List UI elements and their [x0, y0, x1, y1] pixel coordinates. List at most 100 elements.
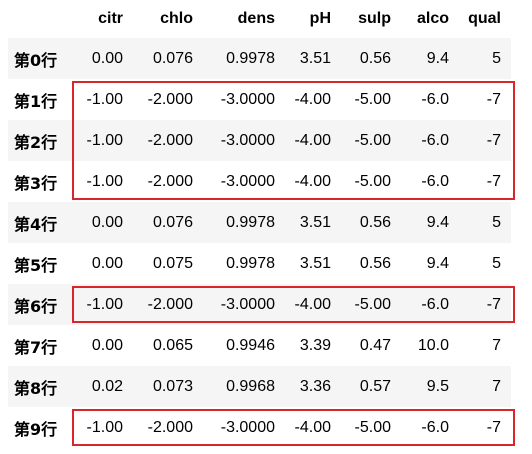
row-index-label: 第1行 [14, 91, 58, 111]
table-cell: 5 [492, 254, 501, 272]
column-header: qual [468, 10, 501, 27]
table-cell: 0.9978 [226, 254, 275, 272]
table-cell: -1.00 [86, 172, 123, 190]
table-cell: 0.02 [91, 377, 123, 395]
table-cell: 0.065 [152, 336, 193, 354]
table-cell: 0.57 [359, 377, 391, 395]
table-row: 第9行 -1.00 -2.000 -3.0000 -4.00 -5.00 -6.0 -7 [8, 407, 511, 448]
table-row: 第3行 -1.00 -2.000 -3.0000 -4.00 -5.00 -6.0 -7 [8, 161, 511, 202]
table-row: 第4行 0.00 0.076 0.9978 3.51 0.56 9.4 5 [8, 202, 511, 243]
table-cell: 0.56 [359, 213, 391, 231]
table-cell: -5.00 [354, 172, 391, 190]
table-cell: 0.00 [91, 254, 123, 272]
table-cell: -4.00 [294, 295, 331, 313]
table-cell: -4.00 [294, 90, 331, 108]
row-index-label: 第0行 [14, 50, 58, 70]
table-row: 第1行 -1.00 -2.000 -3.0000 -4.00 -5.00 -6.0 -7 [8, 79, 511, 120]
table-cell: 0.075 [152, 254, 193, 272]
row-index-label: 第9行 [14, 419, 58, 439]
table-cell: 0.076 [152, 49, 193, 67]
index-header [8, 0, 74, 38]
row-index-label: 第2行 [14, 132, 58, 152]
column-header: chlo [160, 10, 193, 27]
table-cell: 5 [492, 49, 501, 67]
row-index-label: 第4行 [14, 214, 58, 234]
row-index-label: 第8行 [14, 378, 58, 398]
table-cell: -2.000 [147, 131, 193, 149]
table-cell: -6.0 [421, 418, 449, 436]
table-cell: 3.51 [299, 213, 331, 231]
table-cell: 9.5 [426, 377, 449, 395]
table-cell: -6.0 [421, 172, 449, 190]
table-cell: 0.076 [152, 213, 193, 231]
column-header: alco [416, 10, 449, 27]
column-header: dens [237, 10, 275, 27]
column-header: pH [309, 10, 331, 27]
table-cell: -6.0 [421, 90, 449, 108]
table-cell: -4.00 [294, 131, 331, 149]
table-cell: 0.56 [359, 254, 391, 272]
header-row: citr chlo dens pH sulp alco qual [8, 0, 511, 38]
table-cell: 0.9978 [226, 213, 275, 231]
table-cell: 0.9978 [226, 49, 275, 67]
table-cell: -5.00 [354, 295, 391, 313]
row-index-label: 第3行 [14, 173, 58, 193]
table-cell: 9.4 [426, 49, 449, 67]
table-cell: 9.4 [426, 254, 449, 272]
table-cell: -6.0 [421, 295, 449, 313]
table-cell: 3.51 [299, 254, 331, 272]
table-cell: 0.9946 [226, 336, 275, 354]
table-cell: 3.51 [299, 49, 331, 67]
table-cell: 0.00 [91, 49, 123, 67]
table-cell: -7 [486, 172, 501, 190]
table-cell: -5.00 [354, 418, 391, 436]
column-header: sulp [358, 10, 391, 27]
table-cell: -2.000 [147, 90, 193, 108]
table-cell: -7 [486, 131, 501, 149]
table-cell: -6.0 [421, 131, 449, 149]
table-cell: 10.0 [417, 336, 449, 354]
table-cell: -3.0000 [220, 418, 275, 436]
table-cell: -7 [486, 90, 501, 108]
table-cell: -3.0000 [220, 295, 275, 313]
table-row: 第6行 -1.00 -2.000 -3.0000 -4.00 -5.00 -6.0 -7 [8, 284, 511, 325]
table-cell: 7 [492, 377, 501, 395]
table-row: 第7行 0.00 0.065 0.9946 3.39 0.47 10.0 7 [8, 325, 511, 366]
table-cell: -3.0000 [220, 172, 275, 190]
table-cell: -3.0000 [220, 131, 275, 149]
table-cell: -7 [486, 418, 501, 436]
table-row: 第5行 0.00 0.075 0.9978 3.51 0.56 9.4 5 [8, 243, 511, 284]
table-cell: 9.4 [426, 213, 449, 231]
table-cell: 0.9968 [226, 377, 275, 395]
table-cell: -2.000 [147, 418, 193, 436]
table-row: 第2行 -1.00 -2.000 -3.0000 -4.00 -5.00 -6.0 -7 [8, 120, 511, 161]
table-cell: -1.00 [86, 418, 123, 436]
row-index-label: 第6行 [14, 296, 58, 316]
table-cell: -3.0000 [220, 90, 275, 108]
table-cell: -1.00 [86, 90, 123, 108]
table-cell: -1.00 [86, 295, 123, 313]
table-cell: 7 [492, 336, 501, 354]
table-cell: 0.56 [359, 49, 391, 67]
table-cell: 0.00 [91, 213, 123, 231]
table-cell: 3.39 [299, 336, 331, 354]
row-index-label: 第7行 [14, 337, 58, 357]
table-cell: 5 [492, 213, 501, 231]
table-cell: -4.00 [294, 172, 331, 190]
table-cell: -2.000 [147, 172, 193, 190]
table-cell: -5.00 [354, 90, 391, 108]
table-row: 第0行 0.00 0.076 0.9978 3.51 0.56 9.4 5 [8, 38, 511, 79]
table-cell: 0.47 [359, 336, 391, 354]
column-header: citr [98, 10, 123, 27]
table-cell: 0.073 [152, 377, 193, 395]
row-index-label: 第5行 [14, 255, 58, 275]
table-row: 第8行 0.02 0.073 0.9968 3.36 0.57 9.5 7 [8, 366, 511, 407]
table-cell: -4.00 [294, 418, 331, 436]
table-cell: -2.000 [147, 295, 193, 313]
table-cell: 0.00 [91, 336, 123, 354]
table-cell: -1.00 [86, 131, 123, 149]
table-cell: 3.36 [299, 377, 331, 395]
table-cell: -5.00 [354, 131, 391, 149]
table-cell: -7 [486, 295, 501, 313]
